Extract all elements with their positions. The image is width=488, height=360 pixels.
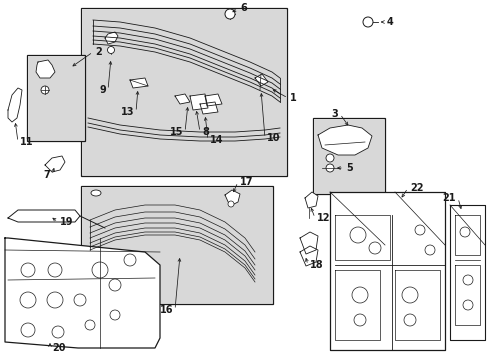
Circle shape xyxy=(110,310,120,320)
Circle shape xyxy=(21,263,35,277)
Circle shape xyxy=(107,46,114,54)
Circle shape xyxy=(41,86,49,94)
Polygon shape xyxy=(454,265,479,325)
Circle shape xyxy=(52,326,64,338)
Text: 19: 19 xyxy=(60,217,73,227)
Polygon shape xyxy=(317,125,371,155)
Polygon shape xyxy=(130,78,148,88)
Circle shape xyxy=(48,263,62,277)
Polygon shape xyxy=(36,60,55,78)
Text: 1: 1 xyxy=(289,93,296,103)
Bar xyxy=(82,9,285,175)
Circle shape xyxy=(401,287,417,303)
Polygon shape xyxy=(254,74,267,86)
Text: 5: 5 xyxy=(346,163,352,173)
Text: 3: 3 xyxy=(330,109,337,119)
Text: 8: 8 xyxy=(202,127,208,137)
Polygon shape xyxy=(334,270,379,340)
Circle shape xyxy=(351,287,367,303)
Circle shape xyxy=(20,292,36,308)
Polygon shape xyxy=(454,215,479,255)
Circle shape xyxy=(414,225,424,235)
Circle shape xyxy=(227,201,234,207)
Circle shape xyxy=(224,9,235,19)
Polygon shape xyxy=(299,246,317,266)
Circle shape xyxy=(85,320,95,330)
Polygon shape xyxy=(105,32,118,44)
Bar xyxy=(312,118,384,194)
Polygon shape xyxy=(45,156,65,172)
Text: 16: 16 xyxy=(159,305,173,315)
Circle shape xyxy=(47,292,63,308)
Polygon shape xyxy=(329,192,444,350)
Polygon shape xyxy=(200,102,218,114)
Bar xyxy=(81,186,272,304)
Circle shape xyxy=(353,314,365,326)
Circle shape xyxy=(92,262,108,278)
Circle shape xyxy=(362,17,372,27)
Text: 14: 14 xyxy=(209,135,223,145)
Text: 13: 13 xyxy=(120,107,134,117)
Text: 4: 4 xyxy=(386,17,393,27)
Text: 11: 11 xyxy=(20,137,34,147)
Circle shape xyxy=(124,254,136,266)
Text: 10: 10 xyxy=(266,133,280,143)
Bar xyxy=(81,8,286,176)
Polygon shape xyxy=(334,215,389,260)
Bar xyxy=(82,187,271,303)
Text: 21: 21 xyxy=(442,193,455,203)
Circle shape xyxy=(21,323,35,337)
Polygon shape xyxy=(8,210,80,222)
Text: 6: 6 xyxy=(240,3,246,13)
Polygon shape xyxy=(204,94,222,106)
Circle shape xyxy=(462,300,472,310)
Text: 22: 22 xyxy=(409,183,423,193)
Polygon shape xyxy=(175,94,190,104)
Polygon shape xyxy=(224,190,240,206)
Circle shape xyxy=(424,245,434,255)
Polygon shape xyxy=(8,88,22,122)
Circle shape xyxy=(403,314,415,326)
Circle shape xyxy=(462,275,472,285)
Text: 15: 15 xyxy=(169,127,183,137)
Polygon shape xyxy=(190,94,207,110)
Polygon shape xyxy=(305,192,317,208)
Text: 7: 7 xyxy=(43,170,50,180)
Circle shape xyxy=(349,227,365,243)
Text: 2: 2 xyxy=(95,47,102,57)
Bar xyxy=(28,56,84,140)
Circle shape xyxy=(109,279,121,291)
Circle shape xyxy=(459,227,469,237)
Polygon shape xyxy=(5,238,160,348)
Text: 20: 20 xyxy=(52,343,65,353)
Circle shape xyxy=(368,242,380,254)
Text: 17: 17 xyxy=(240,177,253,187)
Bar xyxy=(27,55,85,141)
Circle shape xyxy=(325,164,333,172)
Circle shape xyxy=(74,294,86,306)
Bar xyxy=(313,119,383,193)
Text: 12: 12 xyxy=(316,213,330,223)
Ellipse shape xyxy=(91,190,101,196)
Circle shape xyxy=(325,154,333,162)
Polygon shape xyxy=(394,270,439,340)
Text: 18: 18 xyxy=(309,260,323,270)
Polygon shape xyxy=(449,205,484,340)
Text: 9: 9 xyxy=(99,85,106,95)
Polygon shape xyxy=(299,232,317,254)
